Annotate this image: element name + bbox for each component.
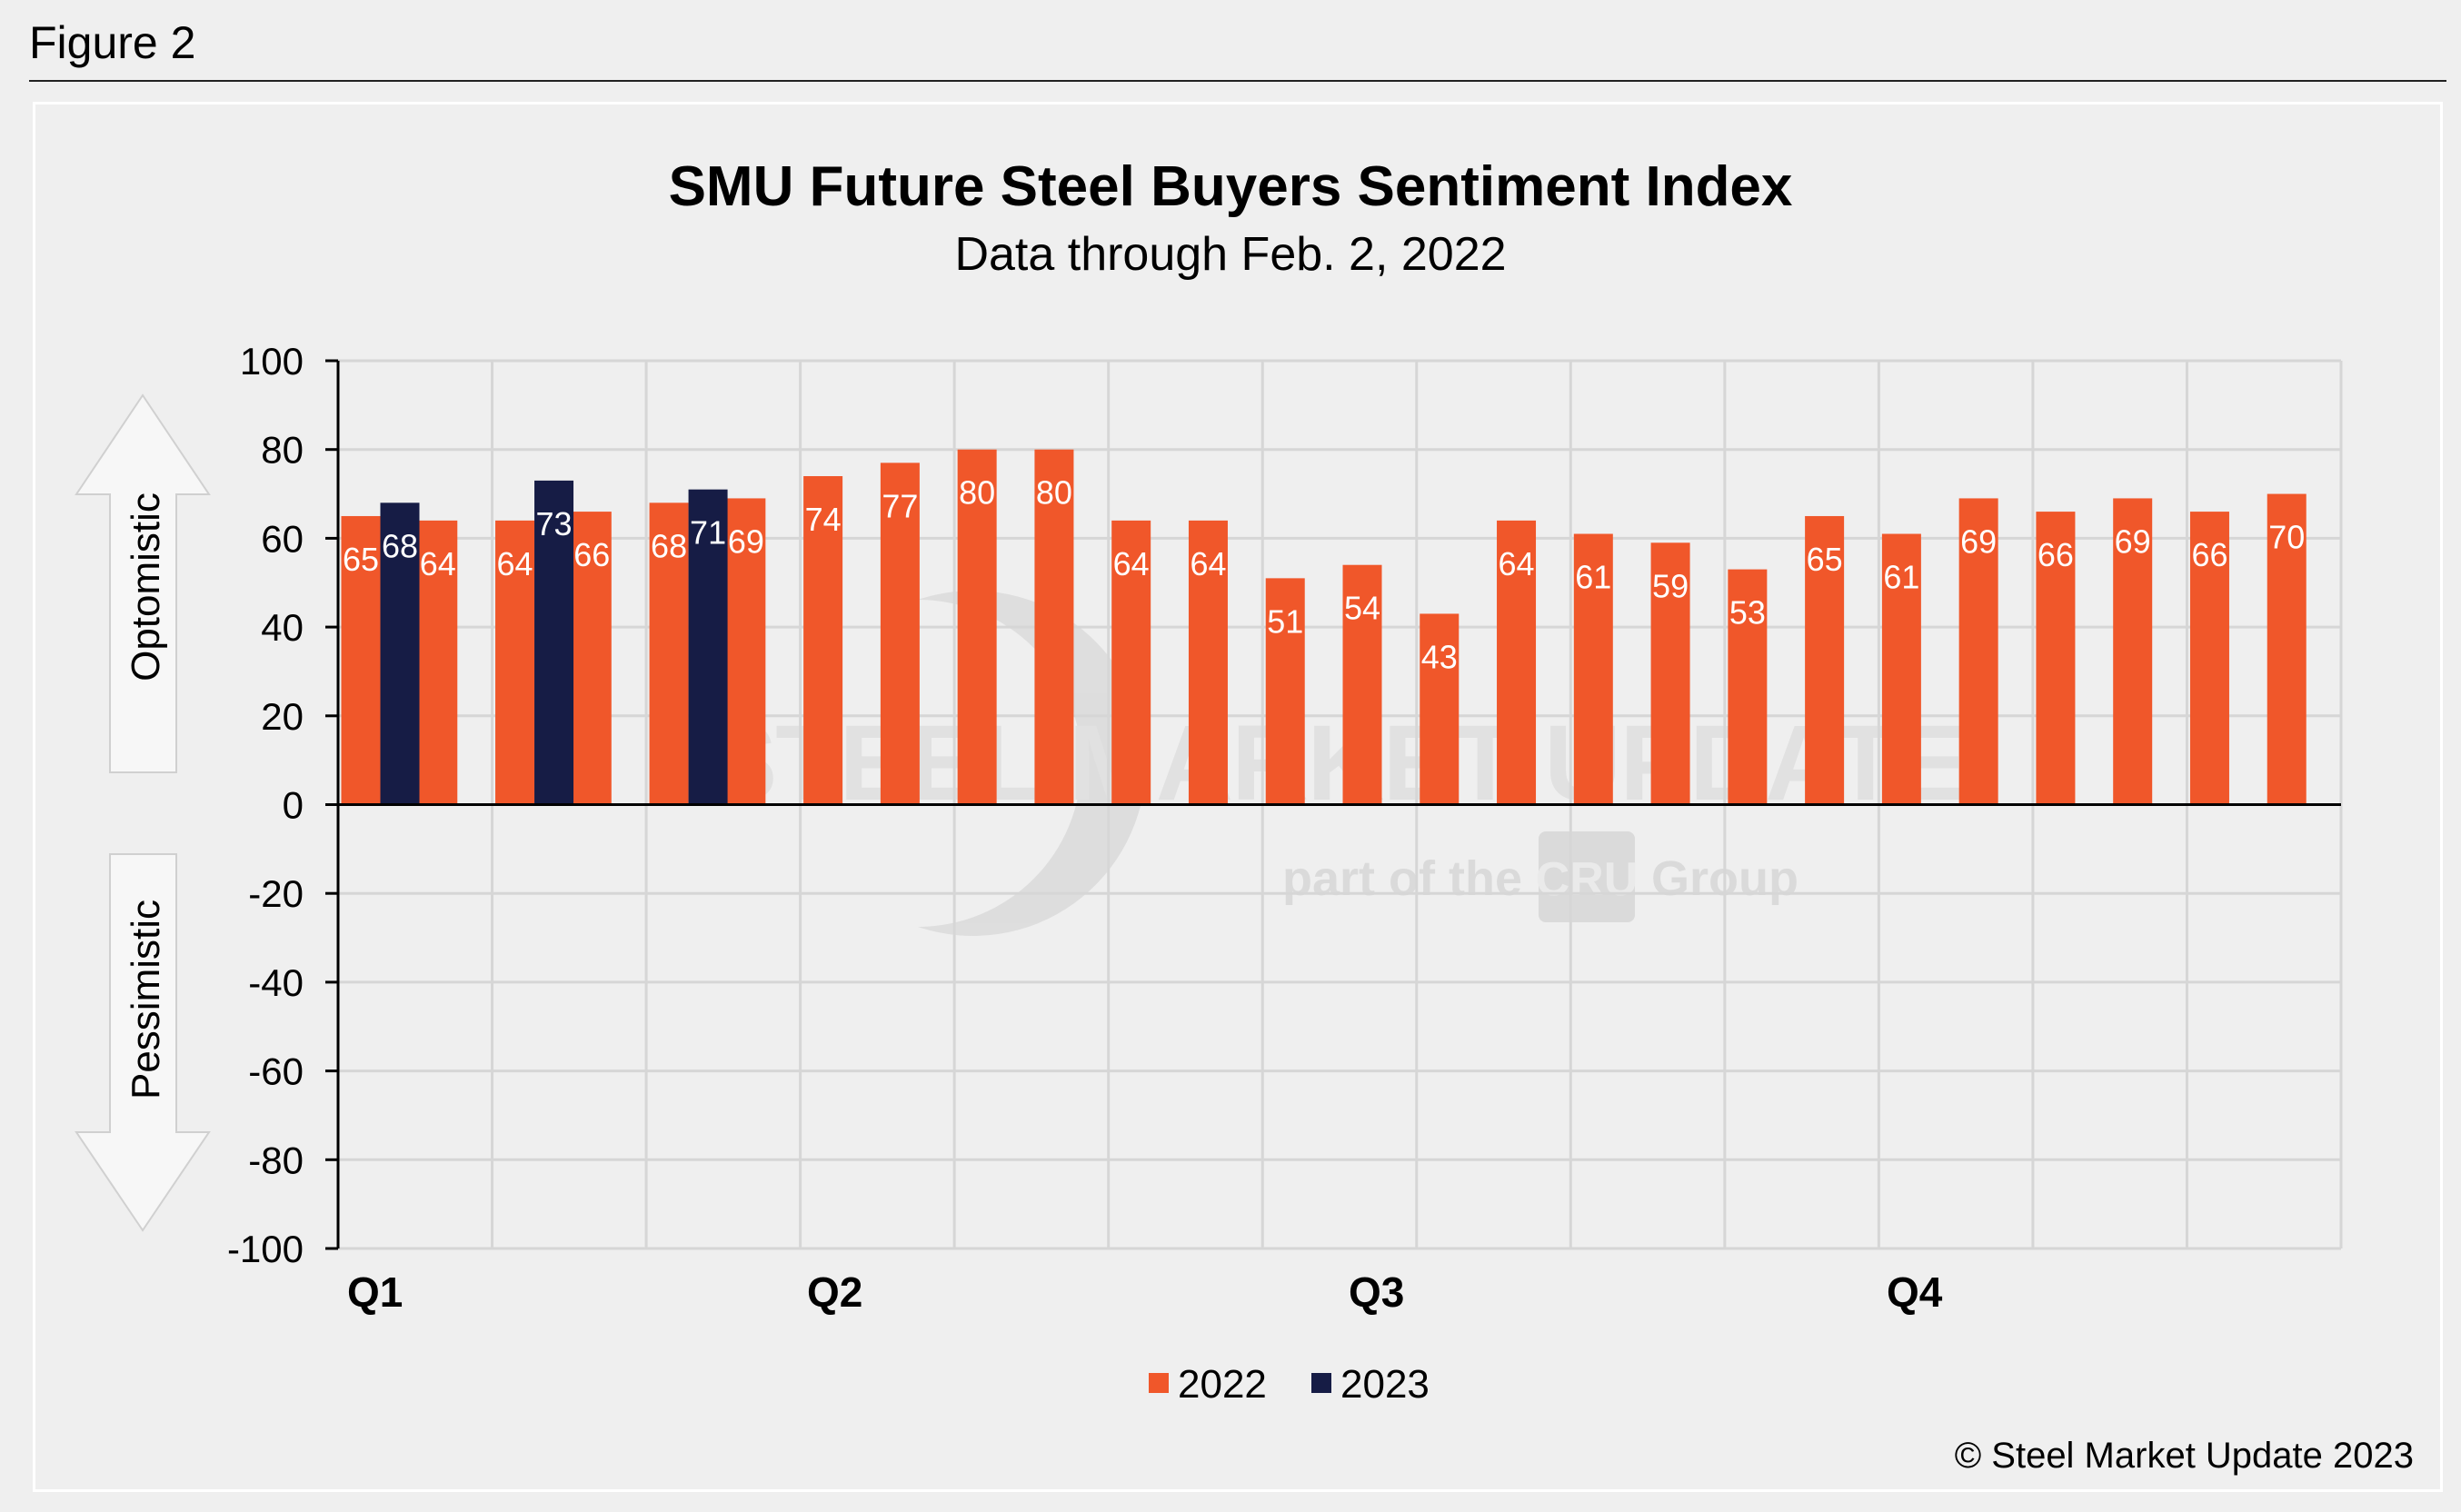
bar-2022 <box>1728 569 1768 805</box>
data-label: 64 <box>497 545 533 582</box>
bar-2023 <box>688 489 728 805</box>
bars-layer <box>341 449 2307 805</box>
data-label: 69 <box>2115 522 2151 560</box>
watermark-logo-box <box>1539 831 1635 922</box>
figure-label: Figure 2 <box>29 17 196 68</box>
y-tick-label: -60 <box>248 1050 304 1093</box>
bar-2022 <box>495 520 535 805</box>
y-tick-label: 100 <box>240 340 304 383</box>
bar-2022 <box>341 515 381 805</box>
bar-2022 <box>1420 613 1460 805</box>
bar-2022 <box>1958 498 1998 805</box>
data-label: 70 <box>2268 519 2305 556</box>
bar-2022 <box>649 502 689 805</box>
data-label: 61 <box>1883 559 1919 596</box>
data-label: 71 <box>690 514 726 552</box>
bar-2022 <box>1881 533 1921 805</box>
data-label: 65 <box>343 541 379 578</box>
axis-layer: 100 80 60 40 20 0 -20 -40 -60 -80 -100 Q1 Q2 Q3 Q4 <box>227 340 2341 1316</box>
data-label: 68 <box>382 527 418 564</box>
y-tick-label: 60 <box>261 517 304 560</box>
bar-2022 <box>1265 578 1305 805</box>
bar-2022 <box>803 476 843 805</box>
legend-swatch-2022 <box>1149 1373 1169 1393</box>
data-label: 64 <box>420 545 456 582</box>
data-label: 64 <box>1113 545 1150 582</box>
figure-divider <box>29 80 2446 82</box>
bar-2022 <box>726 498 766 805</box>
quarter-label: Q3 <box>1349 1268 1404 1316</box>
bar-2022 <box>1111 520 1151 805</box>
data-label: 65 <box>1807 541 1843 578</box>
bar-2022 <box>1497 520 1537 805</box>
y-tick-label: -20 <box>248 872 304 915</box>
y-tick-label: 80 <box>261 429 304 472</box>
y-tick-label: -40 <box>248 961 304 1004</box>
data-label: 43 <box>1421 638 1458 675</box>
watermark-tagline: part of the <box>1282 851 1522 906</box>
bar-2022 <box>1342 564 1382 805</box>
data-label: 77 <box>882 487 918 524</box>
quarter-label: Q2 <box>807 1268 862 1316</box>
y-tick-label: 0 <box>283 784 304 827</box>
data-label: 66 <box>2191 536 2227 573</box>
bar-2022 <box>2189 512 2229 805</box>
data-label: 69 <box>728 522 764 560</box>
copyright-text: © Steel Market Update 2023 <box>1954 1436 2414 1476</box>
bar-2022 <box>1805 515 1845 805</box>
data-label: 51 <box>1267 602 1303 640</box>
arrow-up-shape <box>75 393 211 773</box>
bar-2022 <box>418 520 458 805</box>
bar-2022 <box>2113 498 2153 805</box>
bar-2022 <box>572 512 612 805</box>
arrow-down-label: Pessimistic <box>124 900 168 1099</box>
chart-subtitle: Data through Feb. 2, 2022 <box>954 228 1507 281</box>
pessimistic-arrow: Pessimistic <box>75 853 211 1232</box>
watermark-logo-text: CRU <box>1536 853 1639 906</box>
data-label: 74 <box>805 501 842 538</box>
bar-2022 <box>1573 533 1613 805</box>
quarter-label: Q1 <box>347 1268 403 1316</box>
data-label: 69 <box>1960 522 1997 560</box>
grid-layer <box>338 359 2343 1250</box>
data-label: 64 <box>1190 545 1226 582</box>
arrow-down-shape <box>75 853 211 1232</box>
y-tick-label: -80 <box>248 1139 304 1181</box>
legend: 2022 2023 <box>1149 1362 1430 1407</box>
data-label: 68 <box>651 527 687 564</box>
data-label: 61 <box>1575 559 1611 596</box>
bar-2022 <box>1034 449 1074 805</box>
legend-swatch-2023 <box>1311 1373 1331 1393</box>
data-labels-layer: 65 64 64 66 68 69 74 77 80 80 64 64 51 54 43 64 61 59 53 65… <box>343 474 2305 676</box>
y-tick-label: 40 <box>261 606 304 649</box>
y-tick-label: 20 <box>261 695 304 738</box>
bar-2022 <box>2267 493 2307 805</box>
data-label: 66 <box>2038 536 2074 573</box>
y-tick-label: -100 <box>227 1228 304 1270</box>
data-label: 80 <box>1036 474 1072 512</box>
bar-2022 <box>1188 520 1228 805</box>
bar-2022 <box>880 463 920 805</box>
watermark-swoosh <box>918 591 1146 936</box>
data-label: 53 <box>1729 594 1766 632</box>
legend-label-2023: 2023 <box>1340 1362 1430 1407</box>
legend-label-2022: 2022 <box>1178 1362 1267 1407</box>
bar-2023 <box>380 502 420 805</box>
bar-2023 <box>534 480 574 805</box>
data-label: 54 <box>1344 590 1380 627</box>
data-label: 80 <box>959 474 995 512</box>
bar-2022 <box>957 449 997 805</box>
data-label: 73 <box>536 505 573 542</box>
optimistic-arrow: Optomistic <box>75 393 211 773</box>
bar-2022 <box>2036 512 2076 805</box>
chart-title: SMU Future Steel Buyers Sentiment Index <box>668 155 1793 218</box>
data-label: 59 <box>1652 567 1689 604</box>
quarter-label: Q4 <box>1887 1268 1943 1316</box>
arrow-up-label: Optomistic <box>124 492 168 681</box>
data-label: 64 <box>1499 545 1535 582</box>
bar-2022 <box>1650 542 1690 805</box>
data-label: 66 <box>573 536 610 573</box>
